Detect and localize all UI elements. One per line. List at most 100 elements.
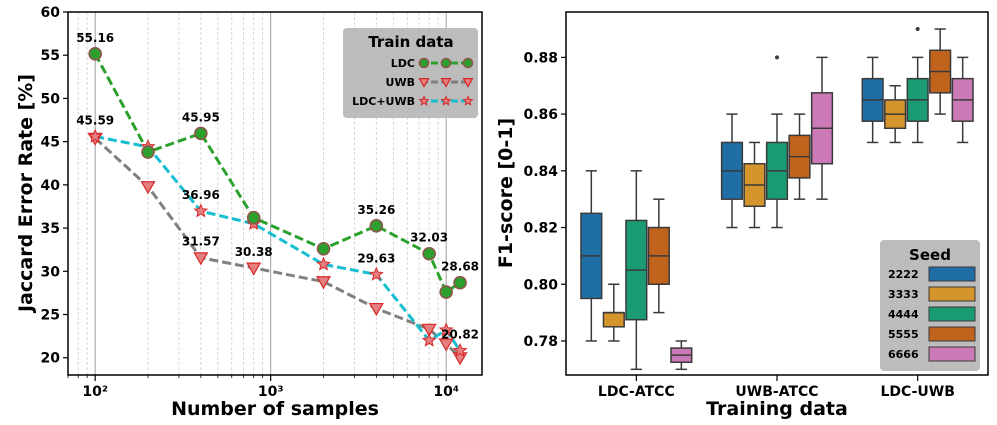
left-legend-marker [440,95,452,106]
left-data-label: 35.26 [357,203,395,217]
left-x-tick-label: 10⁴ [433,384,459,400]
left-point-ldc [88,47,102,61]
right-legend-swatch [928,266,976,282]
left-point-uwb [193,252,209,266]
right-x-tick-label: LDC-UWB [880,384,954,400]
right-legend-swatch [928,306,976,322]
left-point-uwb [315,276,332,290]
left-x-ticks: 10² 10³ 10⁴ [67,375,459,400]
left-legend-label: LDC+UWB [352,95,415,108]
left-legend-box [343,28,478,118]
left-data-label: 30.38 [235,245,273,259]
left-point-ldc [422,246,436,261]
left-legend: Train data LDC UWB LDC+UWB [343,28,478,118]
left-data-label: 20.82 [441,328,479,342]
left-y-tick-label: 35 [41,221,60,237]
right-y-tick-label: 0.84 [523,164,558,180]
left-point-ldc [453,275,467,290]
left-point-ldc-uwb [421,332,437,347]
left-point-ldc [439,285,453,299]
right-legend-label: 5555 [888,328,919,341]
left-y-tick-label: 25 [41,308,60,324]
left-point-ldc [194,126,208,141]
right-legend-swatch [928,286,976,302]
left-data-label: 28.68 [441,260,479,274]
right-y-tick-label: 0.80 [523,277,558,293]
left-x-tick-label: 10³ [258,384,284,400]
left-point-ldc-uwb [316,256,331,271]
left-legend-marker [418,57,430,69]
left-y-axis-label: Jaccard Error Rate [%] [15,74,37,314]
right-x-ticks: LDC-ATCC UWB-ATCC LDC-UWB [598,375,955,400]
left-y-tick-label: 45 [41,135,60,151]
left-series-markers [87,47,468,366]
left-y-tick-label: 30 [41,264,61,280]
left-legend-marker [440,57,452,69]
left-series-line-ldc-uwb [94,135,462,352]
left-legend-marker [440,78,452,88]
left-x-tick-label: 10² [82,384,108,400]
right-legend-label: 2222 [888,268,919,281]
left-data-label: 45.59 [76,114,114,128]
left-plot-frame [67,11,483,376]
left-y-tick-label: 60 [41,5,61,21]
left-y-tick-label: 20 [41,351,61,367]
left-legend-title: Train data [368,33,453,51]
left-legend-marker [462,57,474,69]
left-y-tick-label: 55 [41,48,60,64]
right-y-ticks: 0.78 0.80 0.82 0.84 0.86 0.88 [523,50,566,350]
left-point-ldc-uwb [438,322,454,337]
left-point-uwb [140,181,156,195]
left-y-tick-label: 40 [41,178,61,194]
left-grid [67,12,447,375]
left-data-label: 55.16 [76,31,114,45]
left-point-ldc-uwb [87,128,103,143]
left-point-uwb [421,323,437,337]
right-y-tick-label: 0.82 [523,221,558,237]
right-y-tick-label: 0.88 [523,50,558,66]
left-legend-label: LDC [391,57,415,70]
left-data-label: 31.57 [182,235,220,249]
right-y-axis-label: F1-score [0-1] [495,118,517,268]
right-y-tick-label: 0.78 [523,334,558,350]
left-y-tick-label: 50 [41,91,61,107]
left-point-uwb [452,352,468,366]
right-legend-swatch [928,346,976,362]
right-box-groups [580,27,974,371]
right-x-tick-label: UWB-ATCC [735,384,818,400]
left-legend-marker [462,95,474,106]
left-legend-marker [462,78,474,88]
left-point-uwb [368,302,384,317]
left-chart-jaccard-error-rate: 55.16 45.59 45.95 36.96 31.57 30.38 35.26 29.63… [15,5,483,420]
left-data-label: 45.95 [182,110,220,124]
right-outlier-point [775,55,779,60]
right-x-axis-label: Training data [706,398,848,420]
right-legend-swatch [928,326,976,342]
right-outlier-point [915,27,920,32]
right-legend-label: 4444 [888,308,919,321]
left-x-axis-label: Number of samples [171,398,379,420]
right-legend-label: 6666 [888,348,919,361]
left-point-uwb [438,338,454,352]
left-point-uwb [246,262,262,276]
right-y-tick-label: 0.86 [523,107,558,123]
left-legend-marker [418,95,430,106]
left-point-ldc [246,210,261,225]
left-point-ldc-uwb [452,342,468,357]
right-legend: Seed 2222 3333 4444 5555 6666 [880,240,980,371]
left-point-ldc [141,145,155,159]
left-data-label: 29.63 [357,251,395,265]
left-series-line-uwb [94,137,462,359]
left-legend-marker [418,78,430,88]
left-data-label: 36.96 [182,188,220,202]
right-legend-title: Seed [909,246,951,264]
left-point-ldc [369,219,384,233]
left-legend-label: UWB [386,76,415,89]
left-data-label: 32.03 [410,231,448,245]
left-point-ldc-uwb [368,266,384,281]
left-point-ldc-uwb [193,203,209,218]
right-chart-f1-score: 0.78 0.80 0.82 0.84 0.86 0.88 LDC-ATCC UWB-ATC… [495,11,989,420]
right-x-tick-label: LDC-ATCC [598,384,675,400]
right-box-3333 [602,311,625,328]
